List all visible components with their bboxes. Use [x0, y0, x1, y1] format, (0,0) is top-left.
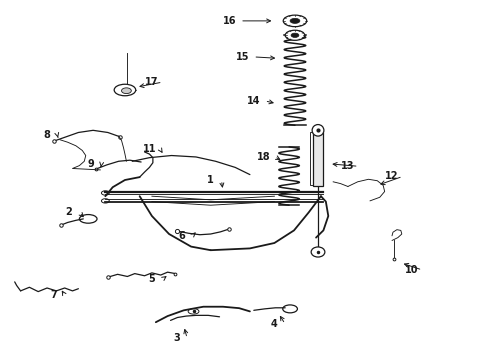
Ellipse shape [188, 309, 199, 314]
Text: 5: 5 [148, 274, 155, 284]
Text: 11: 11 [143, 144, 156, 154]
Ellipse shape [79, 215, 97, 223]
Ellipse shape [122, 88, 131, 94]
Text: 9: 9 [87, 159, 94, 169]
Ellipse shape [114, 84, 136, 96]
Ellipse shape [311, 247, 325, 257]
Text: 14: 14 [247, 96, 261, 106]
Ellipse shape [312, 125, 324, 136]
Ellipse shape [283, 15, 307, 27]
Text: 12: 12 [385, 171, 399, 181]
Ellipse shape [101, 191, 109, 195]
Bar [313, 132, 323, 186]
Text: 3: 3 [173, 333, 180, 343]
Text: 17: 17 [145, 77, 159, 87]
Text: 16: 16 [222, 16, 236, 26]
Text: 10: 10 [405, 265, 418, 275]
Ellipse shape [290, 18, 300, 23]
Text: 13: 13 [341, 161, 355, 171]
Text: 7: 7 [50, 290, 57, 300]
Text: 15: 15 [236, 52, 249, 62]
Ellipse shape [101, 199, 109, 203]
Text: 6: 6 [178, 231, 185, 241]
Text: 4: 4 [271, 319, 278, 329]
Ellipse shape [285, 30, 305, 40]
Text: 2: 2 [65, 207, 72, 217]
Text: 8: 8 [43, 130, 50, 140]
Text: 18: 18 [257, 152, 270, 162]
Text: 1: 1 [207, 175, 214, 185]
Bar [310, 132, 317, 185]
Ellipse shape [283, 305, 297, 313]
Ellipse shape [291, 33, 299, 37]
